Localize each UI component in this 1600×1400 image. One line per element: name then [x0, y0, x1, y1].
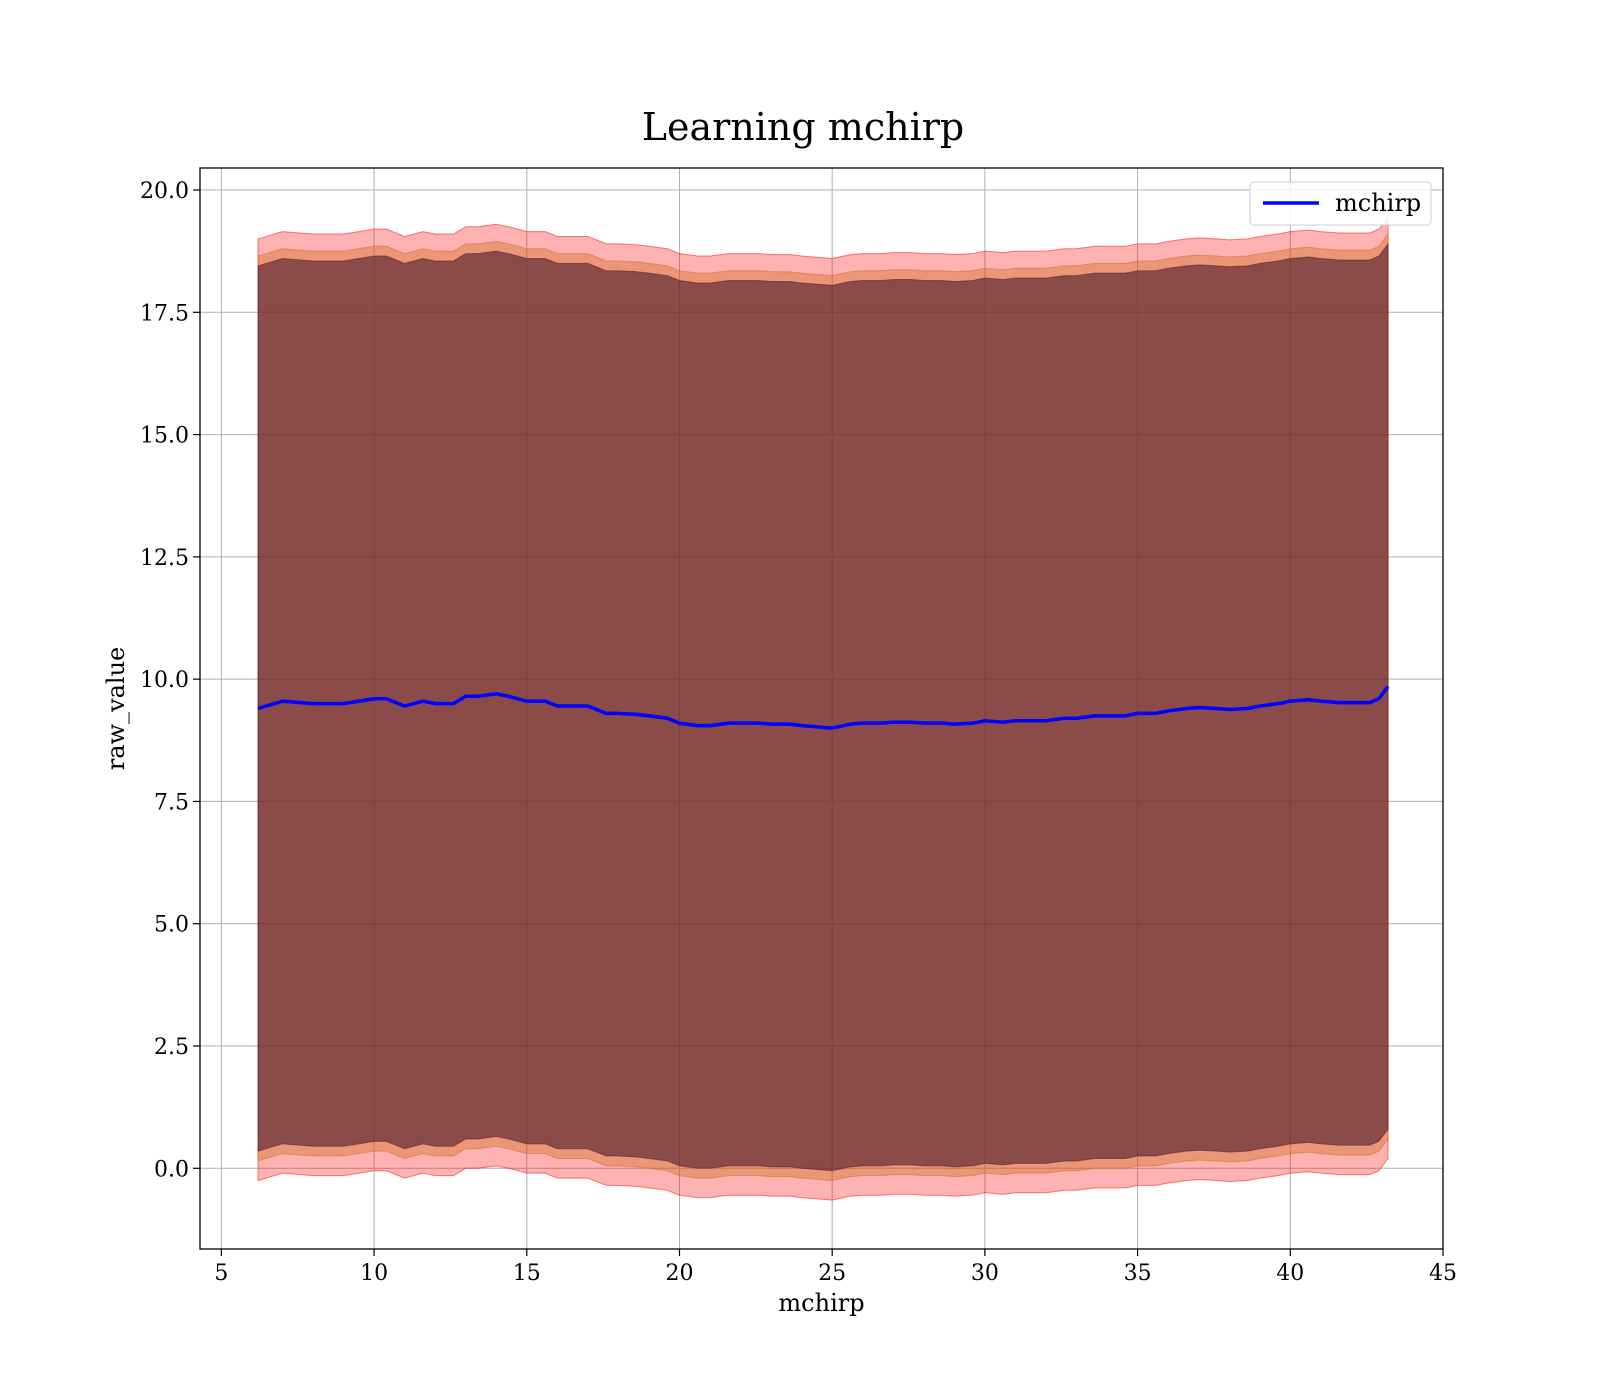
y-tick-label: 0.0 — [154, 1157, 189, 1182]
y-tick-label: 5.0 — [154, 913, 189, 938]
x-tick-label: 20 — [665, 1261, 693, 1286]
x-tick-label: 25 — [818, 1261, 846, 1286]
y-tick-label: 20.0 — [140, 179, 189, 204]
confidence-bands — [257, 215, 1389, 1201]
series-line-0 — [257, 685, 1390, 730]
series-lines — [257, 685, 1390, 730]
legend-box — [1249, 181, 1432, 226]
x-tick-label: 35 — [1124, 1261, 1152, 1286]
plot-frame — [199, 167, 1444, 1250]
y-tick-label: 17.5 — [140, 301, 189, 326]
legend: mchirp — [1249, 181, 1432, 226]
x-tick-label: 10 — [360, 1261, 388, 1286]
legend-label: mchirp — [1335, 189, 1421, 217]
x-tick-label: 30 — [971, 1261, 999, 1286]
y-axis-title: raw_value — [102, 647, 130, 771]
y-tick-label: 15.0 — [140, 424, 189, 449]
x-axis-title: mchirp — [778, 1289, 864, 1317]
y-tick-label: 2.5 — [154, 1035, 189, 1060]
chart-title: Learning mchirp — [642, 105, 964, 149]
y-tick-label: 10.0 — [140, 668, 189, 693]
y-tick-label: 12.5 — [140, 546, 189, 571]
x-tick-label: 5 — [214, 1261, 228, 1286]
axis-ticks: 5 10 15 20 25 30 35 40 45 0.0 2.5 5.0 7.5 10.0 12.5 15.… — [140, 179, 1457, 1286]
band-inner — [257, 242, 1389, 1172]
x-tick-label: 40 — [1276, 1261, 1304, 1286]
y-tick-label: 7.5 — [154, 790, 189, 815]
x-tick-label: 15 — [513, 1261, 541, 1286]
x-tick-label: 45 — [1429, 1261, 1457, 1286]
